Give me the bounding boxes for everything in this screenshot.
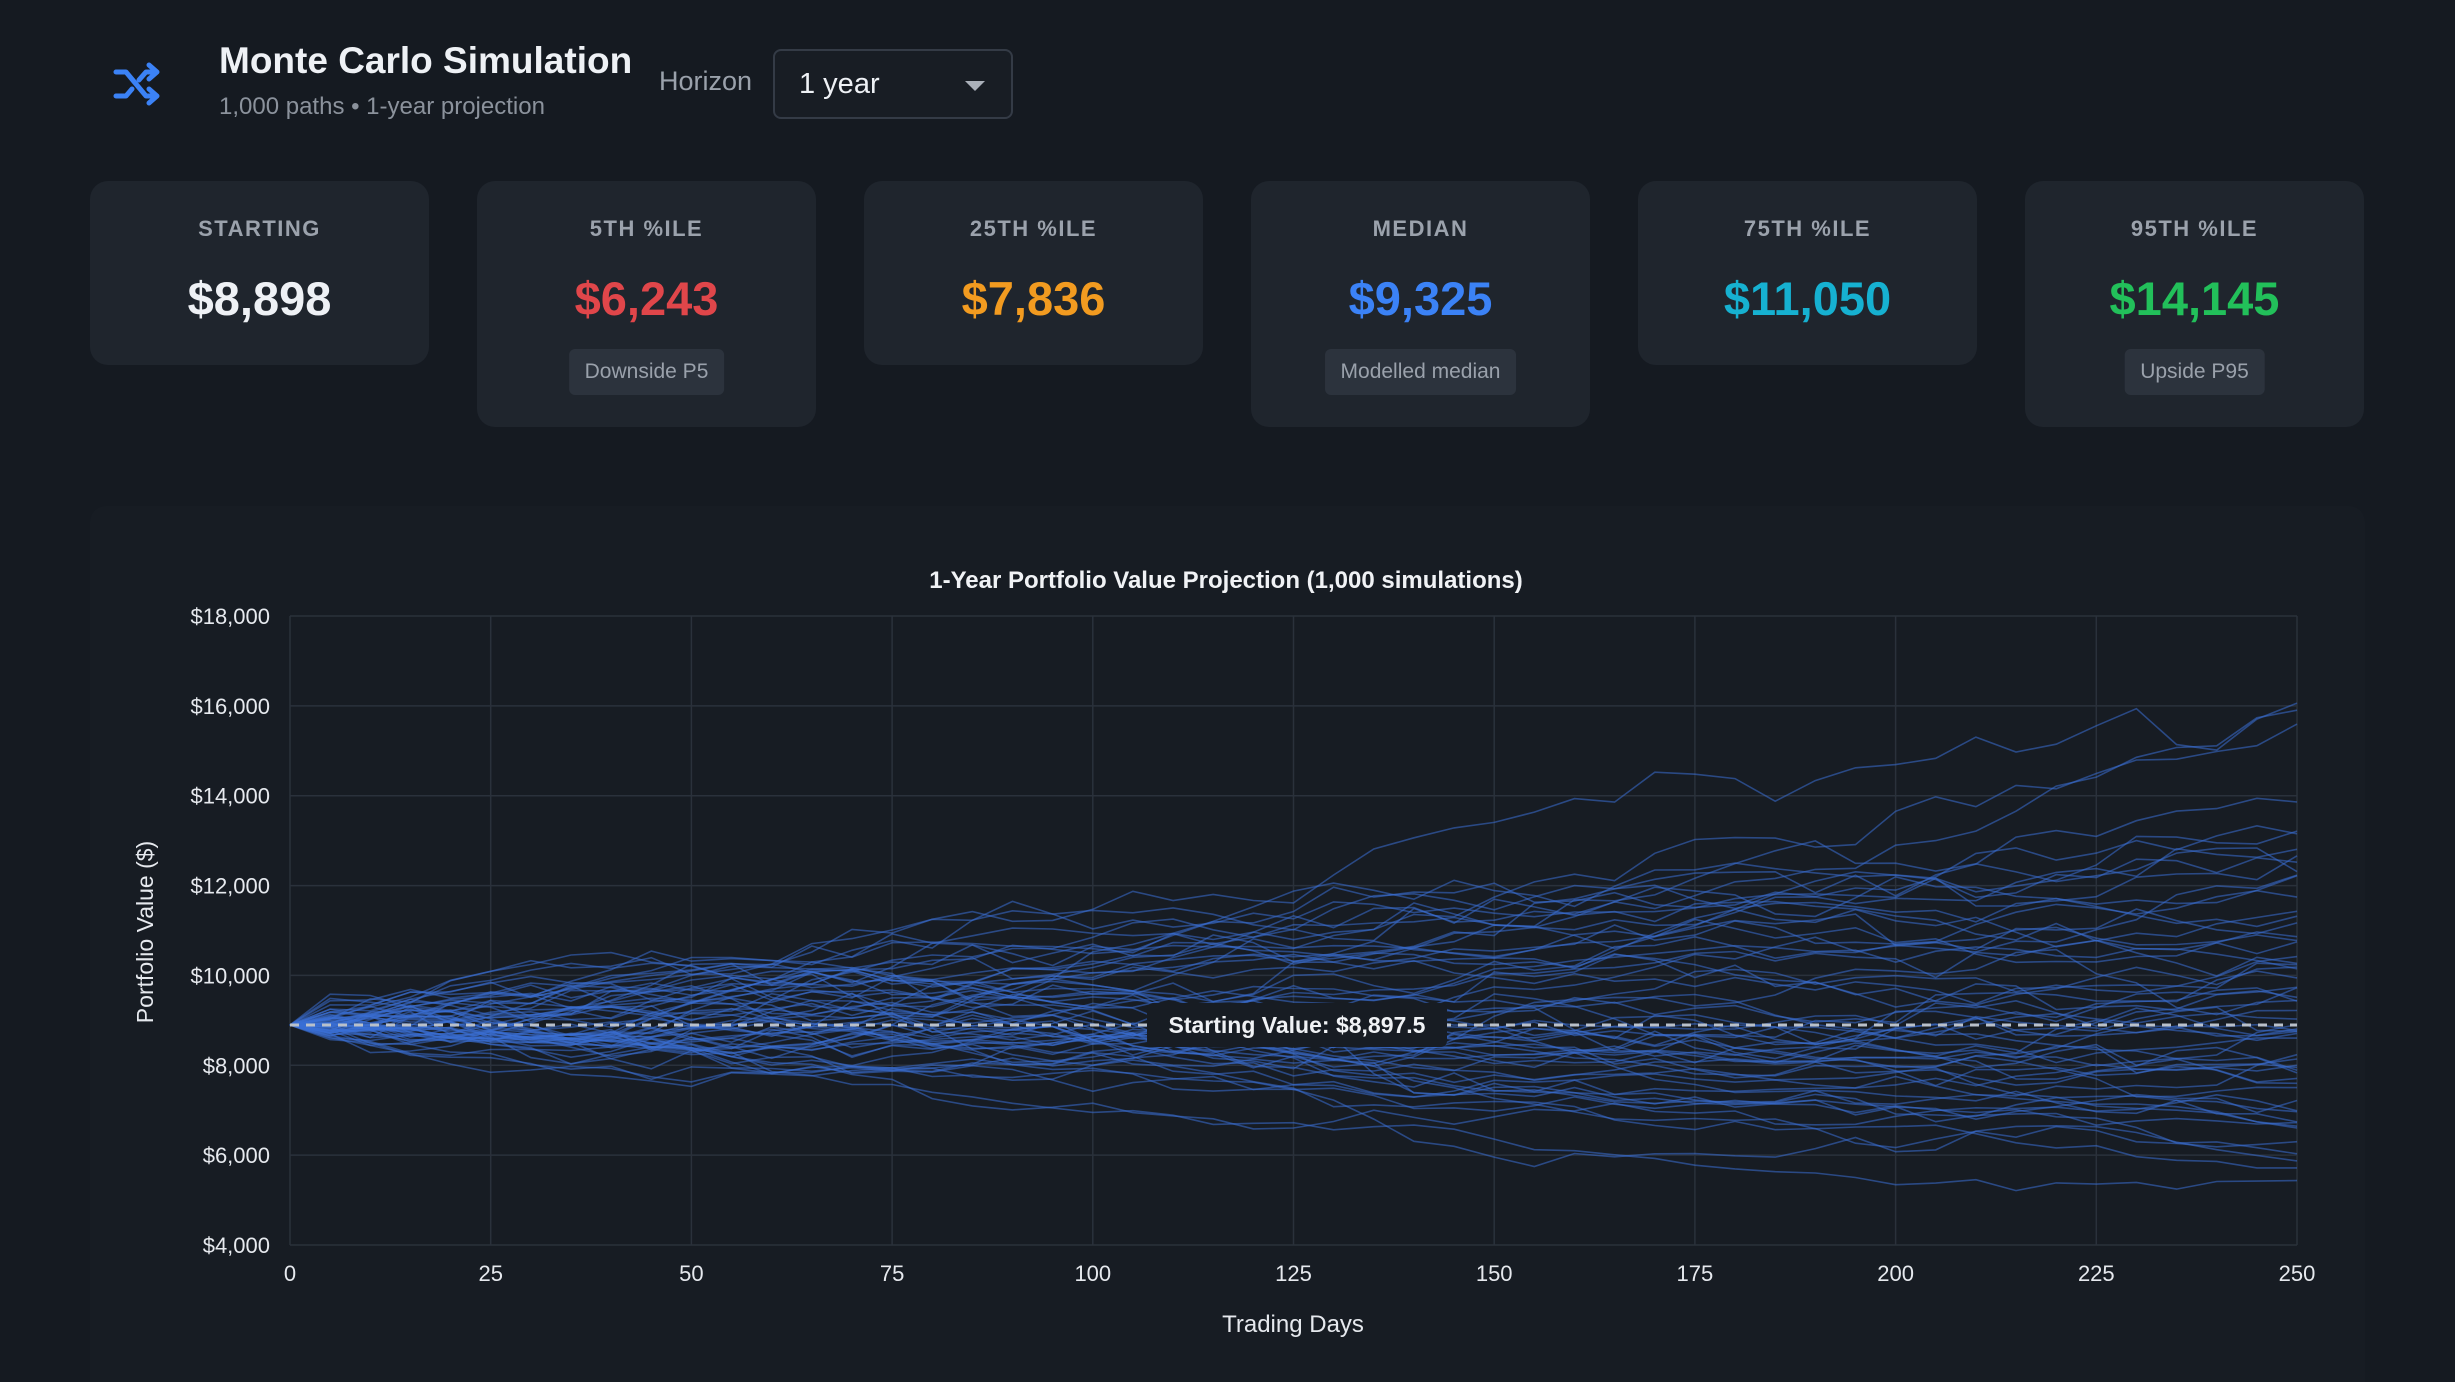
chevron-down-icon xyxy=(965,81,985,91)
monte-carlo-chart: 1-Year Portfolio Value Projection (1,000… xyxy=(132,567,2316,1338)
simulation-path xyxy=(289,702,2298,1026)
simulation-path xyxy=(289,1022,2298,1083)
x-tick-label: 125 xyxy=(1275,1261,1312,1286)
stat-card-starting: STARTING $8,898 xyxy=(90,181,429,365)
y-tick-label: $12,000 xyxy=(190,874,270,899)
horizon-select-value: 1 year xyxy=(799,68,880,100)
simulation-path xyxy=(289,824,2298,1026)
card-value: $7,836 xyxy=(961,272,1106,325)
header: Monte Carlo Simulation 1,000 paths • 1-y… xyxy=(0,0,2455,170)
simulation-path xyxy=(289,1001,2298,1123)
simulation-path xyxy=(289,1010,2298,1149)
y-tick-label: $8,000 xyxy=(203,1053,270,1078)
simulation-path xyxy=(289,1004,2298,1072)
card-label: 5TH %ILE xyxy=(589,216,704,241)
stat-card-p25: 25TH %ILE $7,836 xyxy=(864,181,1203,365)
chart-panel: 1-Year Portfolio Value Projection (1,000… xyxy=(90,506,2365,1382)
starting-value-label: Starting Value: $8,897.5 xyxy=(1169,1012,1426,1038)
y-tick-label: $14,000 xyxy=(190,784,270,809)
card-value: $6,243 xyxy=(574,272,719,325)
card-value: $14,145 xyxy=(2109,272,2280,325)
simulation-path xyxy=(289,984,2298,1049)
x-axis-label: Trading Days xyxy=(1222,1311,1364,1338)
stat-card-p75: 75TH %ILE $11,050 xyxy=(1638,181,1977,365)
simulation-path xyxy=(289,709,2298,1026)
simulation-path xyxy=(289,998,2298,1168)
simulation-path xyxy=(289,830,2298,1026)
horizon-select[interactable]: 1 year xyxy=(773,49,1013,119)
card-badge: Upside P95 xyxy=(2124,349,2265,395)
starting-value-label-bg xyxy=(1147,1002,1447,1047)
simulation-path xyxy=(289,847,2298,1033)
horizon-label: Horizon xyxy=(659,66,753,96)
simulation-path xyxy=(289,723,2298,1026)
x-tick-label: 200 xyxy=(1877,1261,1914,1286)
card-badge: Downside P5 xyxy=(568,349,725,395)
x-tick-label: 175 xyxy=(1677,1261,1714,1286)
simulation-path xyxy=(289,952,2298,1026)
simulation-path xyxy=(289,959,2298,1037)
simulation-path xyxy=(289,908,2298,1026)
x-tick-label: 50 xyxy=(679,1261,703,1286)
simulation-path xyxy=(289,1015,2298,1069)
y-axis-label: Portfolio Value ($) xyxy=(132,841,158,1023)
card-label: 75TH %ILE xyxy=(1743,216,1872,241)
simulation-path xyxy=(289,1014,2298,1064)
simulation-path xyxy=(289,1008,2298,1097)
y-tick-label: $6,000 xyxy=(203,1143,270,1168)
page-title: Monte Carlo Simulation xyxy=(219,40,633,81)
x-tick-label: 25 xyxy=(478,1261,502,1286)
y-tick-label: $4,000 xyxy=(203,1233,270,1258)
stat-card-p95: 95TH %ILE $14,145 Upside P95 xyxy=(2025,181,2364,427)
simulation-path xyxy=(289,926,2298,1032)
card-label: STARTING xyxy=(198,216,321,241)
simulation-path xyxy=(289,1024,2298,1096)
simulation-path xyxy=(289,889,2298,1050)
card-label: 25TH %ILE xyxy=(969,216,1098,241)
x-tick-label: 75 xyxy=(880,1261,904,1286)
card-label: 95TH %ILE xyxy=(2130,216,2259,241)
simulation-path xyxy=(289,856,2298,1027)
card-badge: Modelled median xyxy=(1324,349,1517,395)
stat-card-median: MEDIAN $9,325 Modelled median xyxy=(1251,181,1590,427)
shuffle-icon xyxy=(113,62,160,106)
y-tick-label: $18,000 xyxy=(190,604,270,629)
chart-title: 1-Year Portfolio Value Projection (1,000… xyxy=(929,567,1523,594)
x-tick-label: 150 xyxy=(1476,1261,1513,1286)
x-tick-label: 250 xyxy=(2279,1261,2316,1286)
simulation-path xyxy=(289,862,2298,1028)
card-value: $11,050 xyxy=(1723,272,1892,325)
card-value: $9,325 xyxy=(1348,272,1493,325)
x-tick-label: 225 xyxy=(2078,1261,2115,1286)
y-tick-label: $10,000 xyxy=(190,963,270,988)
card-value: $8,898 xyxy=(187,272,332,325)
page-subtitle: 1,000 paths • 1-year projection xyxy=(219,93,545,120)
stat-card-p5: 5TH %ILE $6,243 Downside P5 xyxy=(477,181,816,427)
card-label: MEDIAN xyxy=(1372,216,1469,241)
simulation-path xyxy=(289,939,2298,1038)
y-tick-label: $16,000 xyxy=(190,694,270,719)
x-tick-label: 0 xyxy=(284,1261,296,1286)
x-tick-label: 100 xyxy=(1074,1261,1111,1286)
